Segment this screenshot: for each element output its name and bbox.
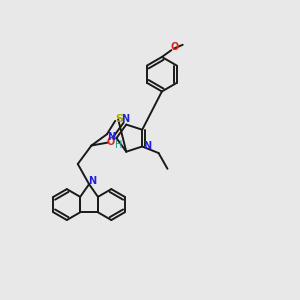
Text: N: N — [143, 141, 152, 151]
Text: O: O — [106, 137, 114, 147]
Text: N: N — [121, 114, 129, 124]
Text: O: O — [170, 43, 179, 52]
Text: N: N — [88, 176, 97, 186]
Text: S: S — [115, 114, 123, 124]
Text: H: H — [115, 140, 122, 150]
Text: N: N — [108, 132, 116, 142]
